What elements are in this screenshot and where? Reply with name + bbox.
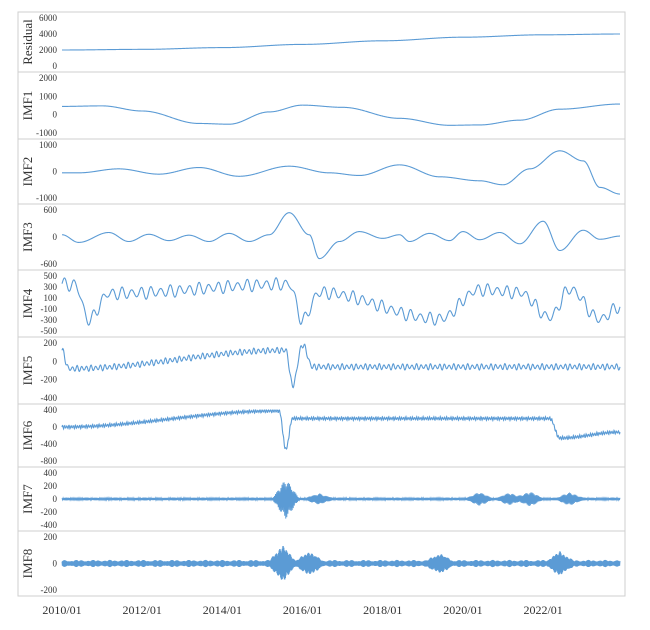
panel-frame	[17, 138, 626, 205]
y-tick-label: 0	[53, 494, 58, 504]
x-tick-label: 2020/01	[443, 603, 482, 617]
panel-imf7: 400 200 0 -200 -400 IMF7	[17, 466, 626, 532]
panel-label: Residual	[20, 19, 35, 65]
y-tick-label: -100	[41, 304, 58, 314]
y-tick-label: -400	[41, 393, 58, 403]
y-tick-label: -400	[41, 439, 58, 449]
series-line-imf7	[61, 482, 621, 519]
y-tick-label: -200	[41, 585, 58, 595]
panel-frame	[17, 11, 626, 73]
panel-frame	[17, 336, 626, 405]
y-tick-label: 1000	[39, 140, 58, 150]
panel-label: IMF2	[20, 157, 35, 187]
y-tick-label: 100	[44, 293, 58, 303]
panel-label: IMF7	[20, 484, 35, 514]
y-tick-label: 2000	[39, 73, 58, 83]
y-tick-label: 0	[53, 61, 58, 71]
y-tick-label: 200	[44, 338, 58, 348]
series-line-imf2	[62, 150, 621, 195]
x-tick-label: 2016/01	[283, 603, 322, 617]
panel-frame	[17, 403, 626, 468]
panel-label: IMF5	[20, 356, 35, 386]
x-tick-label: 2022/01	[523, 603, 562, 617]
x-tick-label: 2012/01	[123, 603, 162, 617]
panels-layer: 6000400020000Residual200010000-1000IMF11…	[17, 11, 626, 597]
panel-label: IMF1	[20, 91, 35, 121]
panel-residual: 6000 4000 2000 0 Residual	[17, 11, 626, 73]
y-tick-label: 0	[53, 110, 58, 120]
panel-imf6: 400 0 -400 -800 IMF6	[17, 403, 626, 468]
panel-label: IMF8	[20, 549, 35, 579]
y-tick-label: -300	[41, 315, 58, 325]
panel-frame	[17, 530, 626, 597]
y-tick-label: -1000	[36, 193, 57, 203]
x-tick-label: 2010/01	[42, 603, 81, 617]
panel-imf8: 200 0 -200 IMF8	[17, 530, 626, 597]
y-tick-label: 0	[53, 167, 58, 177]
y-tick-label: -600	[41, 259, 58, 269]
x-tick-label: 2014/01	[203, 603, 242, 617]
y-tick-label: 600	[44, 205, 58, 215]
panel-imf3: 600 0 -600 IMF3	[17, 203, 626, 271]
y-tick-label: 1000	[39, 91, 58, 101]
x-axis: 2010/01 2012/01 2014/01 2016/01 2018/01 2020/…	[42, 603, 562, 617]
panel-label: IMF6	[20, 420, 35, 450]
y-tick-label: 4000	[39, 29, 58, 39]
series-line-imf8	[61, 546, 621, 580]
y-tick-label: 0	[53, 422, 58, 432]
panel-frame	[17, 269, 626, 338]
panel-imf5: 200 0 -200 -400 IMF5	[17, 336, 626, 405]
panel-frame	[17, 203, 626, 271]
y-tick-label: -1000	[36, 128, 57, 138]
series-line-imf5	[61, 343, 621, 389]
series-line-imf4	[61, 277, 621, 326]
y-tick-label: 0	[53, 559, 58, 569]
y-tick-label: 0	[53, 232, 58, 242]
y-tick-label: 0	[53, 356, 58, 366]
series-line-imf1	[62, 103, 620, 126]
y-tick-label: -400	[41, 520, 58, 530]
y-tick-label: 300	[44, 282, 58, 292]
panel-frame	[17, 71, 626, 140]
y-tick-label: 200	[44, 532, 58, 542]
x-tick-label: 2018/01	[363, 603, 402, 617]
y-tick-label: -200	[41, 507, 58, 517]
series-line-imf6	[61, 408, 621, 450]
y-tick-label: 400	[44, 468, 58, 478]
y-tick-label: 6000	[39, 13, 58, 23]
series-line-residual	[62, 33, 620, 51]
y-tick-label: -500	[41, 326, 58, 336]
panel-label: IMF4	[20, 288, 35, 318]
y-tick-label: 500	[44, 271, 58, 281]
y-tick-label: -200	[41, 375, 58, 385]
y-tick-label: 2000	[39, 45, 58, 55]
y-tick-label: -800	[41, 456, 58, 466]
y-tick-label: 200	[44, 481, 58, 491]
series-line-imf3	[61, 212, 620, 260]
panel-label: IMF3	[20, 222, 35, 252]
y-tick-label: 400	[44, 405, 58, 415]
